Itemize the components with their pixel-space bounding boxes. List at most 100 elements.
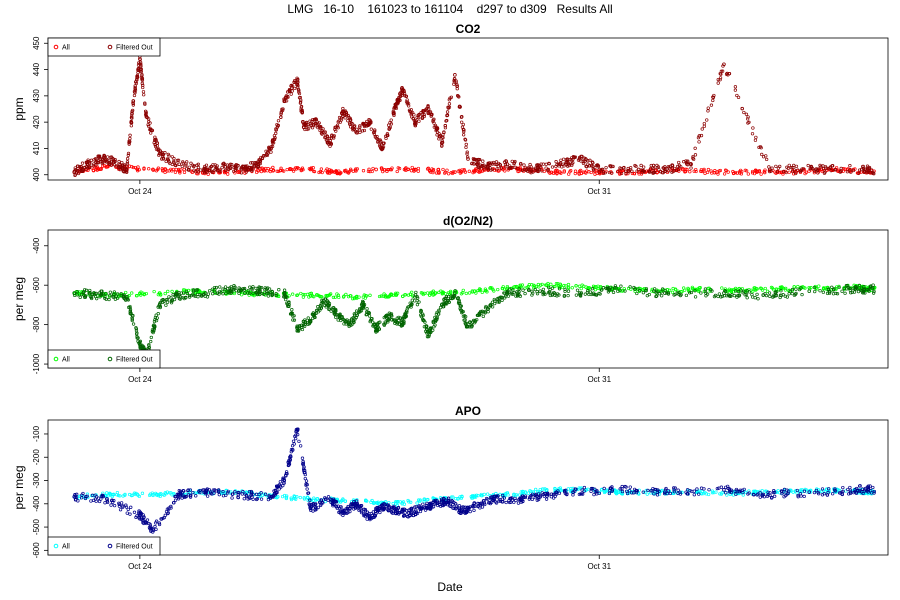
data-point bbox=[366, 169, 371, 173]
data-point bbox=[140, 73, 144, 77]
y-tick-label: 440 bbox=[32, 62, 41, 76]
data-point bbox=[742, 110, 746, 115]
data-point bbox=[326, 171, 330, 175]
data-point bbox=[348, 118, 353, 122]
data-point bbox=[293, 86, 297, 91]
data-point bbox=[566, 289, 571, 293]
data-point bbox=[660, 294, 664, 298]
data-point bbox=[243, 164, 247, 168]
data-point bbox=[768, 294, 772, 298]
data-point bbox=[305, 124, 309, 128]
data-point bbox=[680, 168, 685, 172]
data-point bbox=[387, 123, 391, 127]
data-point bbox=[632, 172, 637, 176]
data-point bbox=[774, 164, 778, 168]
data-point bbox=[756, 297, 760, 301]
data-point bbox=[415, 501, 419, 505]
data-point bbox=[702, 121, 706, 126]
data-point bbox=[105, 155, 110, 159]
data-point bbox=[141, 83, 145, 87]
x-tick-label: Oct 24 bbox=[128, 375, 152, 384]
data-point bbox=[754, 135, 758, 140]
data-point bbox=[384, 136, 388, 141]
data-point bbox=[128, 140, 132, 144]
data-point bbox=[317, 125, 321, 129]
data-point bbox=[145, 518, 150, 522]
data-point bbox=[262, 167, 266, 171]
data-point bbox=[414, 119, 418, 123]
data-point bbox=[699, 291, 703, 295]
data-point bbox=[462, 169, 466, 173]
data-point bbox=[125, 162, 130, 166]
data-point bbox=[129, 505, 133, 509]
data-point bbox=[298, 495, 302, 500]
data-point bbox=[733, 85, 738, 89]
y-tick-label: -100 bbox=[32, 425, 41, 442]
data-point bbox=[751, 126, 755, 130]
data-point bbox=[467, 291, 472, 295]
data-point bbox=[348, 122, 352, 126]
data-point bbox=[245, 164, 249, 168]
data-point bbox=[841, 169, 845, 173]
data-point bbox=[304, 121, 309, 125]
data-point bbox=[391, 112, 396, 116]
data-point bbox=[277, 288, 281, 292]
y-tick-label: -200 bbox=[32, 449, 41, 466]
data-point bbox=[153, 144, 158, 149]
data-point bbox=[794, 287, 798, 291]
data-point bbox=[287, 88, 292, 92]
data-point bbox=[796, 284, 800, 289]
data-point bbox=[750, 171, 755, 175]
data-point bbox=[512, 500, 516, 504]
data-point bbox=[349, 167, 353, 171]
data-point bbox=[165, 157, 169, 161]
data-point bbox=[102, 153, 106, 158]
data-point bbox=[449, 171, 453, 175]
data-point bbox=[348, 121, 352, 125]
data-point bbox=[803, 171, 807, 176]
data-point bbox=[398, 94, 403, 98]
data-point bbox=[118, 508, 123, 512]
data-point bbox=[173, 498, 178, 502]
data-point bbox=[481, 159, 485, 163]
data-point bbox=[497, 168, 501, 173]
y-tick-label: 420 bbox=[32, 115, 41, 129]
figure-title: LMG 16-10 161023 to 161104 d297 to d309 … bbox=[287, 2, 613, 16]
data-point bbox=[635, 291, 639, 296]
data-point bbox=[818, 289, 822, 293]
data-point bbox=[86, 166, 90, 170]
data-point bbox=[158, 149, 162, 153]
data-point bbox=[436, 167, 441, 172]
data-point bbox=[385, 132, 390, 136]
data-point bbox=[291, 169, 296, 173]
data-point bbox=[223, 168, 228, 173]
data-point bbox=[131, 322, 136, 326]
data-point bbox=[218, 285, 222, 289]
data-point bbox=[161, 152, 166, 157]
data-point bbox=[140, 491, 145, 495]
data-point bbox=[702, 167, 706, 172]
data-point bbox=[136, 169, 140, 173]
data-point bbox=[746, 172, 750, 176]
data-point bbox=[300, 456, 305, 460]
data-point bbox=[173, 163, 177, 167]
data-point bbox=[76, 164, 80, 168]
data-point bbox=[105, 491, 109, 495]
data-point bbox=[840, 289, 844, 293]
data-point bbox=[642, 165, 646, 169]
y-tick-label: -500 bbox=[32, 519, 41, 536]
data-point bbox=[604, 165, 608, 170]
plot-frame bbox=[47, 37, 889, 181]
data-point bbox=[271, 169, 275, 173]
data-point bbox=[290, 86, 294, 90]
data-point bbox=[106, 164, 110, 168]
data-point bbox=[297, 90, 301, 94]
data-point bbox=[550, 165, 555, 169]
data-point bbox=[95, 167, 99, 171]
data-point bbox=[140, 81, 144, 86]
data-point bbox=[230, 496, 234, 500]
data-point bbox=[394, 102, 398, 106]
data-point bbox=[329, 168, 333, 173]
data-point bbox=[166, 289, 170, 294]
data-point bbox=[135, 75, 140, 79]
